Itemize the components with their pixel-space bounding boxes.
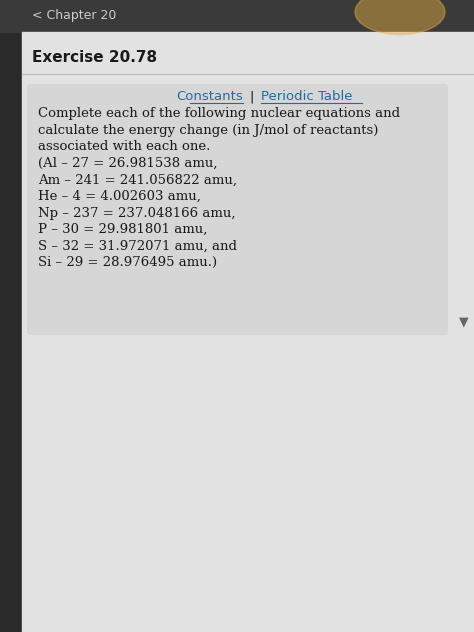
Text: He – 4 = 4.002603 amu,: He – 4 = 4.002603 amu, [38, 190, 201, 203]
Text: Constants: Constants [176, 90, 243, 104]
Text: Si – 29 = 28.976495 amu.): Si – 29 = 28.976495 amu.) [38, 256, 217, 269]
Text: S – 32 = 31.972071 amu, and: S – 32 = 31.972071 amu, and [38, 240, 237, 253]
Bar [0, 0, 22, 632]
Text: calculate the energy change (in J/mol of reactants): calculate the energy change (in J/mol of… [38, 124, 378, 137]
Ellipse shape [355, 0, 445, 35]
Text: < Chapter 20: < Chapter 20 [32, 9, 117, 23]
Text: (Al – 27 = 26.981538 amu,: (Al – 27 = 26.981538 amu, [38, 157, 218, 170]
Text: associated with each one.: associated with each one. [38, 140, 210, 154]
Text: ▼: ▼ [459, 315, 469, 329]
Text: |: | [250, 90, 254, 104]
Text: Exercise 20.78: Exercise 20.78 [32, 51, 157, 66]
Text: Np – 237 = 237.048166 amu,: Np – 237 = 237.048166 amu, [38, 207, 236, 219]
Text: Periodic Table: Periodic Table [261, 90, 353, 104]
Text: Complete each of the following nuclear equations and: Complete each of the following nuclear e… [38, 107, 400, 121]
Text: P – 30 = 29.981801 amu,: P – 30 = 29.981801 amu, [38, 223, 207, 236]
FancyBboxPatch shape [27, 84, 448, 335]
Text: Am – 241 = 241.056822 amu,: Am – 241 = 241.056822 amu, [38, 174, 237, 186]
Bar [0, 0, 474, 32]
